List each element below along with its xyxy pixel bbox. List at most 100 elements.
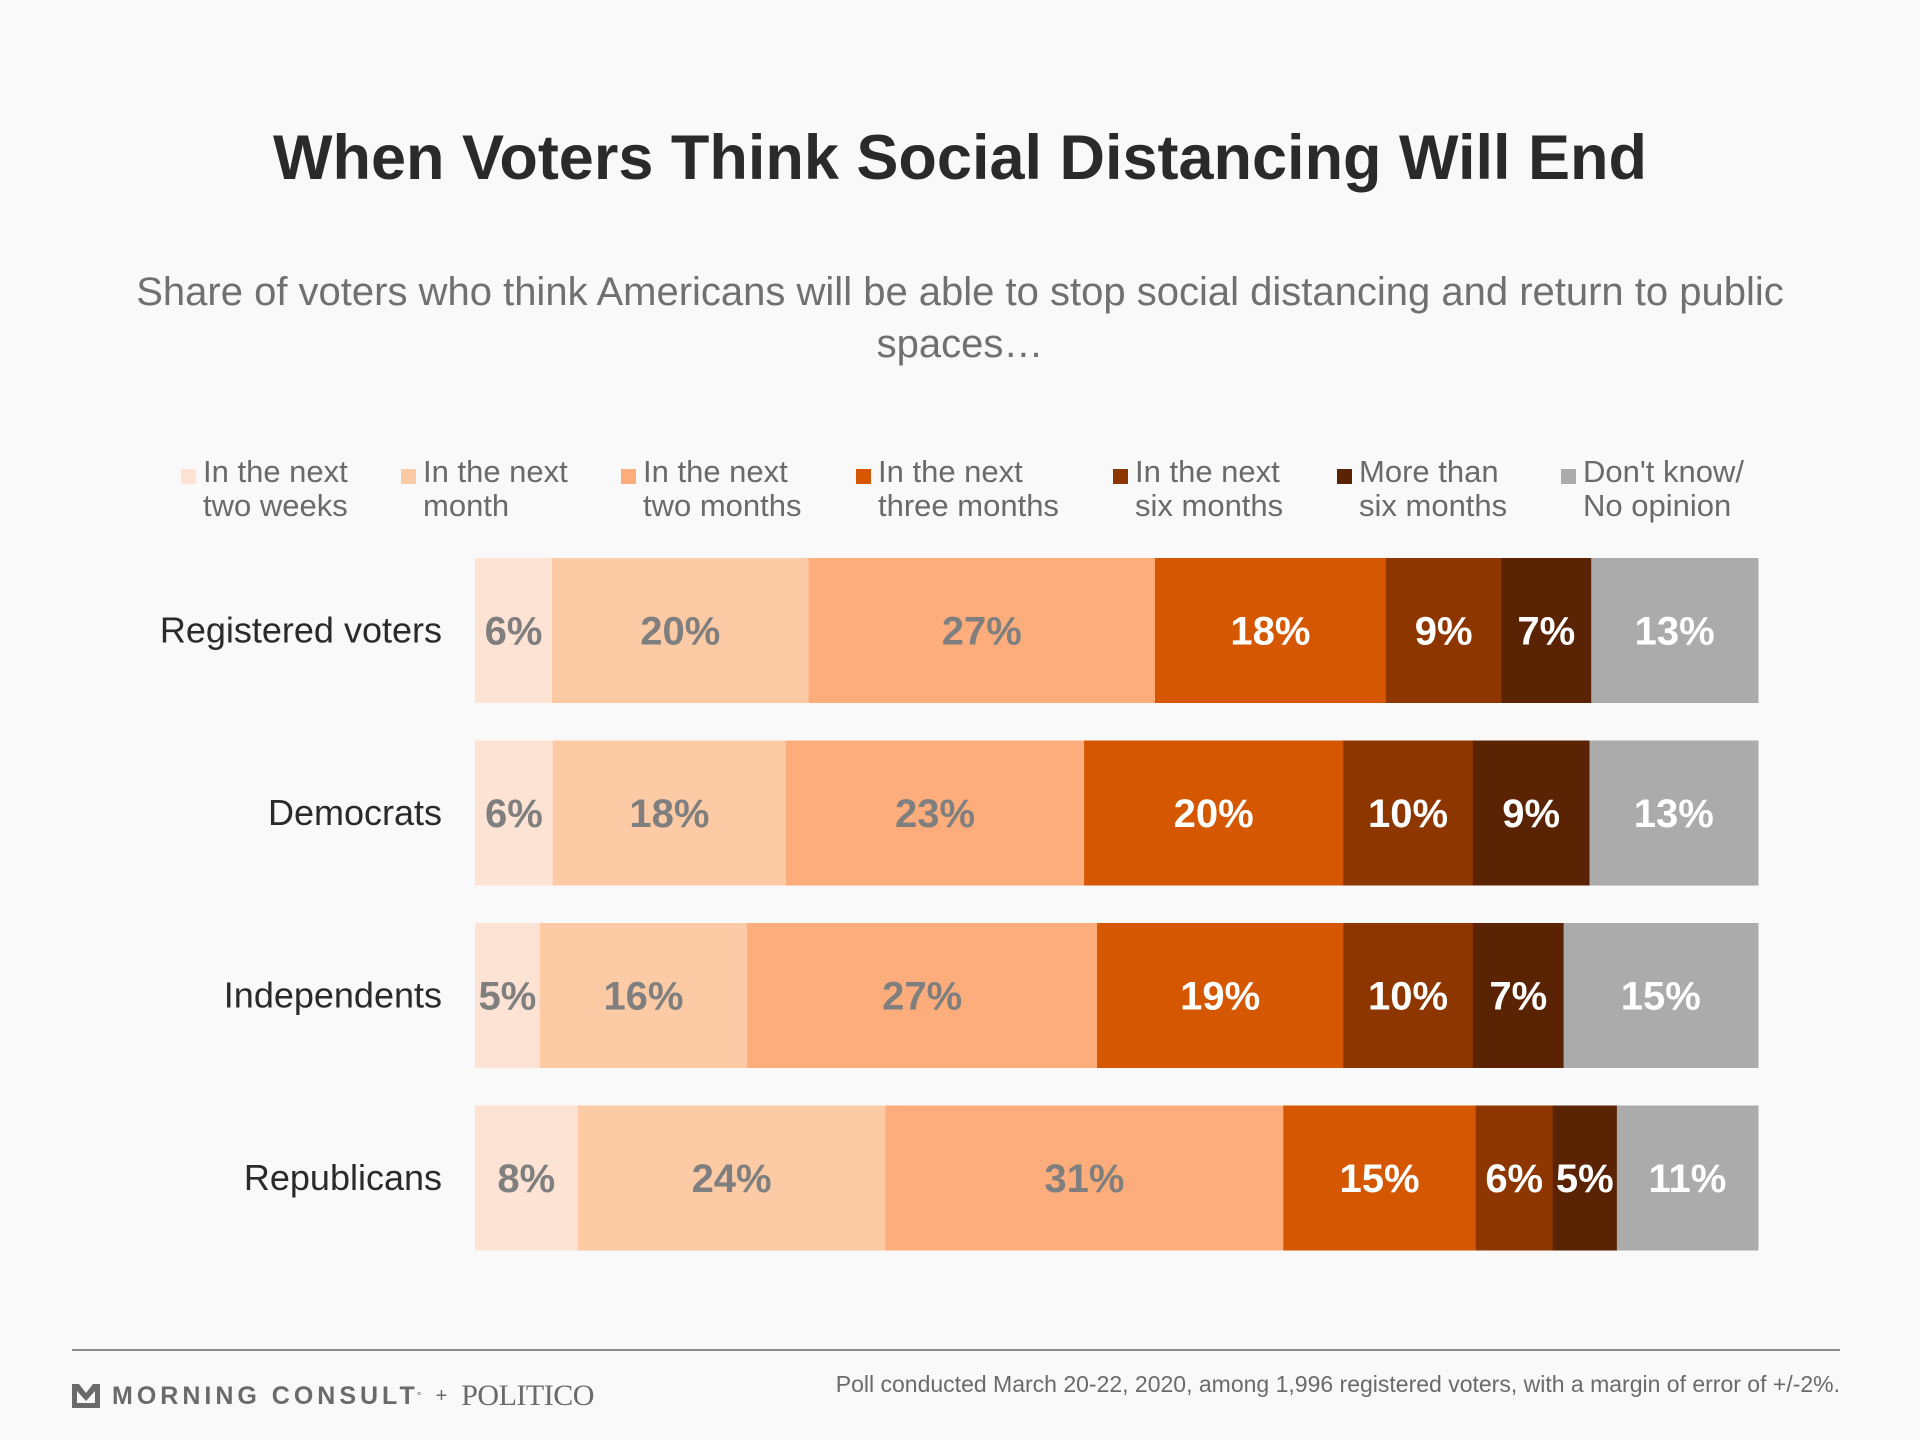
legend-label-line: More than — [1359, 454, 1499, 489]
bar-value-label: 20% — [1174, 792, 1254, 836]
bar-value-label: 23% — [895, 792, 975, 836]
legend-label: In the next two weeks — [203, 455, 348, 523]
bar-value-label: 9% — [1502, 792, 1560, 836]
plus-sign: + — [435, 1384, 448, 1407]
legend-label: Don't know/No opinion — [1583, 455, 1744, 523]
bar-value-label: 8% — [497, 1157, 555, 1201]
bar-value-label: 13% — [1635, 610, 1715, 654]
bar-segment — [551, 558, 810, 703]
bar-value-label: 6% — [485, 610, 543, 654]
bar-value-label: 19% — [1180, 975, 1260, 1019]
legend-label-line: two months — [643, 488, 802, 523]
brand-mark: ° — [416, 1389, 422, 1403]
bar-segment — [1472, 923, 1565, 1068]
chart-title: When Voters Think Social Distancing Will… — [273, 123, 1647, 193]
bar-value-label: 7% — [1517, 610, 1575, 654]
partner-name: POLITICO — [461, 1379, 594, 1412]
bar-value-label: 6% — [1485, 1157, 1543, 1201]
bar-value-label: 20% — [640, 610, 720, 654]
legend-label-line: Don't know/ — [1583, 454, 1744, 489]
bar-value-label: 31% — [1044, 1157, 1124, 1201]
legend-label: In the next month — [423, 455, 568, 523]
legend-label: More than six months — [1359, 455, 1507, 523]
legend-label-line: In the next — [423, 454, 568, 489]
bar-value-label: 5% — [1556, 1157, 1614, 1201]
bar-segment — [1552, 1105, 1618, 1251]
bar-segment — [747, 923, 1098, 1068]
bar-value-label: 18% — [629, 792, 709, 836]
bar-segment — [1097, 923, 1344, 1068]
bar-segment — [1385, 558, 1502, 703]
legend-swatch — [401, 469, 416, 484]
legend-swatch — [621, 469, 636, 484]
legend-label-line: two weeks — [203, 488, 348, 523]
bar-segment — [1472, 740, 1591, 886]
legend-label: In the next three months — [878, 455, 1059, 523]
chart-subtitle: Share of voters who think Americans will… — [136, 270, 1784, 366]
bar-segment — [1283, 1105, 1477, 1251]
row-label: Registered voters — [160, 610, 442, 651]
legend-label-line: six months — [1135, 488, 1284, 523]
legend-label-line: In the next — [643, 454, 788, 489]
bar-segment — [552, 740, 787, 886]
bar-segment — [1154, 558, 1387, 703]
row-label: Democrats — [268, 792, 442, 833]
bar-segment — [1343, 740, 1474, 886]
stacked-bar-chart: Registered voters 6% 20% 27% 18% 9% 7% 13%Democ… — [160, 558, 1759, 1251]
legend-label-line: six months — [1359, 488, 1508, 523]
bar-segment — [475, 740, 554, 886]
bar-value-label: 16% — [603, 975, 683, 1019]
bar-row: Democrats 6% 18% 23% 20% 10% 9% 13% — [268, 740, 1759, 886]
row-label: Republicans — [244, 1157, 442, 1198]
bar-value-label: 13% — [1634, 792, 1714, 836]
legend-label: In the next six months — [1135, 455, 1283, 523]
bar-segment — [1084, 740, 1344, 886]
morning-consult-chevron-icon — [72, 1384, 100, 1408]
bar-segment — [1501, 558, 1592, 703]
bar-segment — [475, 558, 553, 703]
bar-segment — [1563, 923, 1759, 1068]
bar-segment — [786, 740, 1085, 886]
bar-segment — [577, 1105, 887, 1251]
legend-label-line: month — [423, 488, 510, 523]
brand-name: MORNING CONSULT — [112, 1381, 419, 1410]
footer-divider — [72, 1349, 1840, 1351]
bar-row: Independents 5% 16% 27% 19% 10% 7% 15% — [224, 923, 1759, 1068]
legend-label-line: In the next — [1135, 454, 1280, 489]
legend-swatch — [1113, 469, 1128, 484]
bar-value-label: 6% — [485, 792, 543, 836]
bar-segment — [539, 923, 748, 1068]
bar-value-label: 7% — [1489, 975, 1547, 1019]
bar-segment — [1475, 1105, 1554, 1251]
brand-logos: MORNING CONSULT ° + POLITICO — [72, 1376, 594, 1416]
source-note: Poll conducted March 20-22, 2020, among … — [835, 1371, 1840, 1397]
chart-legend: In the next two weeks In the next month In t… — [0, 455, 1920, 535]
bar-segment — [1343, 923, 1474, 1068]
bar-segment — [808, 558, 1156, 703]
bar-value-label: 27% — [882, 975, 962, 1019]
bar-segment — [1589, 740, 1759, 886]
bar-row: Registered voters 6% 20% 27% 18% 9% 7% 13% — [160, 558, 1759, 703]
legend-swatch — [1561, 469, 1576, 484]
bar-segment — [475, 1105, 579, 1251]
legend-label-line: In the next — [878, 454, 1023, 489]
bar-row: Republicans 8% 24% 31% 15% 6% 5% 11% — [244, 1105, 1759, 1251]
bar-value-label: 18% — [1230, 610, 1310, 654]
legend-label-line: In the next — [203, 454, 348, 489]
bar-value-label: 5% — [478, 975, 536, 1019]
bar-value-label: 10% — [1368, 792, 1448, 836]
bar-value-label: 10% — [1368, 975, 1448, 1019]
bar-value-label: 15% — [1339, 1157, 1419, 1201]
legend-swatch — [856, 469, 871, 484]
bar-value-label: 15% — [1621, 975, 1701, 1019]
bar-value-label: 24% — [692, 1157, 772, 1201]
row-label: Independents — [224, 975, 442, 1016]
bar-segment — [1616, 1105, 1759, 1251]
legend-label-line: three months — [878, 488, 1059, 523]
bar-segment — [475, 923, 541, 1068]
bar-segment — [885, 1105, 1284, 1251]
legend-swatch — [1337, 469, 1352, 484]
legend-label: In the next two months — [643, 455, 802, 523]
bar-value-label: 9% — [1415, 610, 1473, 654]
